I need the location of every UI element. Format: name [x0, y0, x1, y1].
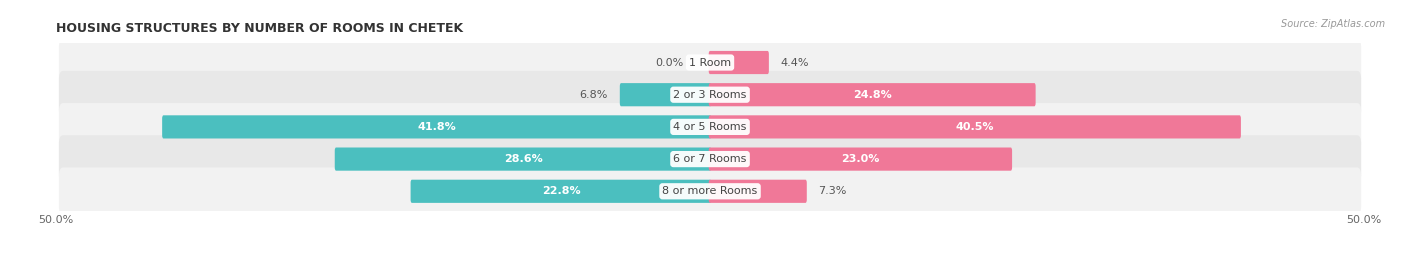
- Text: 1 Room: 1 Room: [689, 58, 731, 68]
- FancyBboxPatch shape: [709, 147, 1012, 171]
- Text: 6.8%: 6.8%: [579, 90, 607, 100]
- Text: HOUSING STRUCTURES BY NUMBER OF ROOMS IN CHETEK: HOUSING STRUCTURES BY NUMBER OF ROOMS IN…: [56, 22, 464, 35]
- FancyBboxPatch shape: [709, 115, 1241, 139]
- FancyBboxPatch shape: [335, 147, 711, 171]
- Text: 24.8%: 24.8%: [853, 90, 891, 100]
- Text: 40.5%: 40.5%: [956, 122, 994, 132]
- Text: 4 or 5 Rooms: 4 or 5 Rooms: [673, 122, 747, 132]
- FancyBboxPatch shape: [709, 51, 769, 74]
- Text: 23.0%: 23.0%: [841, 154, 880, 164]
- FancyBboxPatch shape: [709, 83, 1036, 106]
- FancyBboxPatch shape: [59, 39, 1361, 86]
- Text: 22.8%: 22.8%: [541, 186, 581, 196]
- FancyBboxPatch shape: [59, 71, 1361, 119]
- Text: 28.6%: 28.6%: [503, 154, 543, 164]
- Text: 4.4%: 4.4%: [780, 58, 808, 68]
- FancyBboxPatch shape: [59, 167, 1361, 215]
- FancyBboxPatch shape: [411, 180, 711, 203]
- Text: 41.8%: 41.8%: [418, 122, 456, 132]
- FancyBboxPatch shape: [59, 135, 1361, 183]
- Text: 8 or more Rooms: 8 or more Rooms: [662, 186, 758, 196]
- Text: 0.0%: 0.0%: [655, 58, 683, 68]
- Text: 2 or 3 Rooms: 2 or 3 Rooms: [673, 90, 747, 100]
- FancyBboxPatch shape: [709, 180, 807, 203]
- Text: 6 or 7 Rooms: 6 or 7 Rooms: [673, 154, 747, 164]
- FancyBboxPatch shape: [162, 115, 711, 139]
- Text: 7.3%: 7.3%: [818, 186, 846, 196]
- FancyBboxPatch shape: [620, 83, 711, 106]
- Text: Source: ZipAtlas.com: Source: ZipAtlas.com: [1281, 19, 1385, 29]
- FancyBboxPatch shape: [59, 103, 1361, 151]
